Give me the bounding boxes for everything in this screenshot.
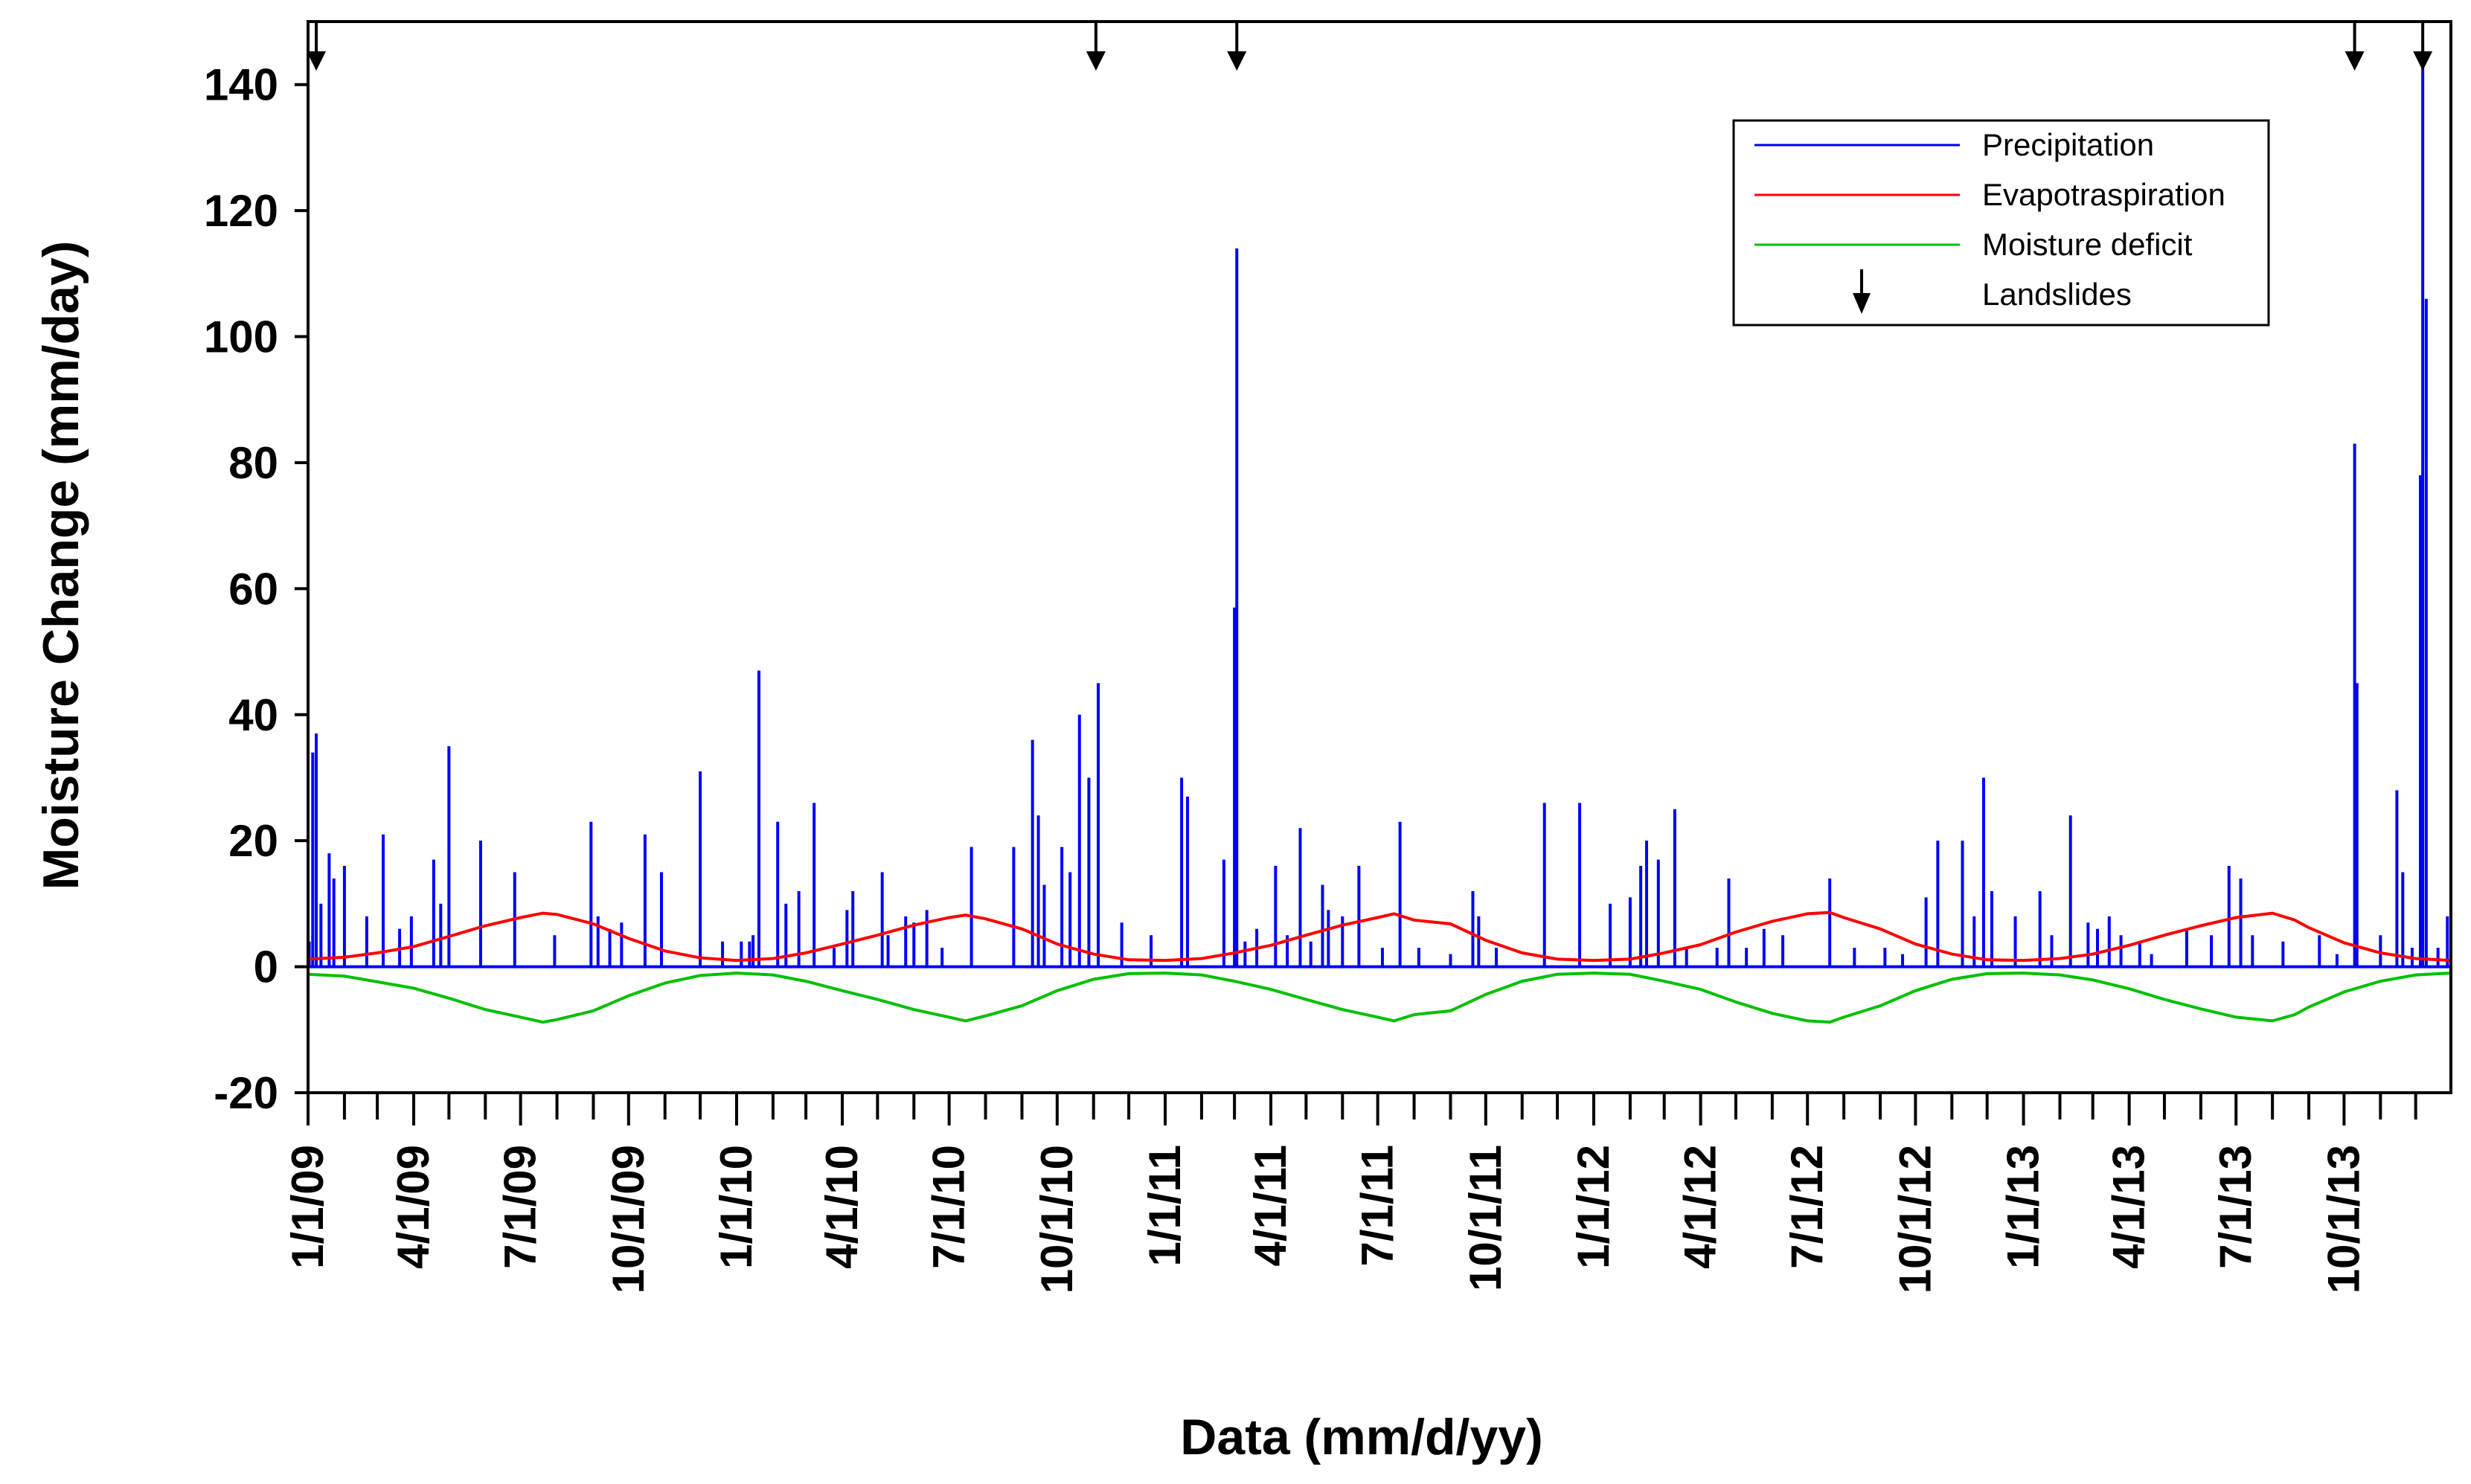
landslide-arrow-icon xyxy=(1227,22,1247,71)
legend-evapotranspiration-label: Evapotraspiration xyxy=(1982,177,2225,212)
y-tick-marks xyxy=(295,83,308,1094)
y-tick-label: -20 xyxy=(214,1068,278,1118)
legend-landslide-arrow-icon xyxy=(1853,269,1871,314)
y-tick-label: 140 xyxy=(204,60,278,110)
x-tick-labels: 1/1/09 4/1/09 7/1/09 10/1/09 1/1/10 4/1/10 7/1… xyxy=(283,1145,2368,1294)
x-tick-label: 10/1/11 xyxy=(1461,1145,1510,1291)
legend-landslides-label: Landslides xyxy=(1982,277,2132,312)
evapotraspiration-line xyxy=(307,910,2452,963)
x-tick-label: 10/1/12 xyxy=(1890,1145,1940,1294)
y-tick-label: 120 xyxy=(204,186,278,236)
landslide-arrow-icon xyxy=(2345,22,2365,71)
x-tick-label: 4/1/11 xyxy=(1246,1145,1295,1267)
y-tick-label: 40 xyxy=(228,690,278,740)
x-tick-label: 1/1/13 xyxy=(1999,1145,2048,1269)
x-tick-label: 4/1/13 xyxy=(2104,1145,2154,1269)
landslide-arrow-icon xyxy=(307,22,327,71)
x-tick-label: 10/1/10 xyxy=(1032,1145,1082,1294)
x-tick-marks xyxy=(307,1093,2417,1125)
legend-box xyxy=(1732,119,2270,327)
legend: Precipitation Evapotraspiration Moisture… xyxy=(1732,119,2270,327)
x-tick-label: 4/1/12 xyxy=(1676,1145,1725,1269)
landslide-markers xyxy=(307,22,2433,71)
y-tick-label: 80 xyxy=(228,438,278,488)
y-tick-label: 20 xyxy=(228,816,278,866)
x-tick-label: 10/1/13 xyxy=(2318,1145,2368,1294)
x-tick-label: 1/1/09 xyxy=(283,1145,333,1269)
x-axis-title: Data (mm/d/yy) xyxy=(1180,1409,1542,1465)
x-tick-label: 7/1/12 xyxy=(1782,1145,1832,1269)
x-tick-label: 7/1/10 xyxy=(924,1145,974,1269)
moisture-deficit-line xyxy=(307,971,2452,1024)
y-tick-label: 60 xyxy=(228,564,278,614)
x-tick-label: 7/1/13 xyxy=(2211,1145,2260,1269)
plot-series xyxy=(307,46,2452,1024)
x-tick-label: 7/1/09 xyxy=(496,1145,545,1269)
legend-moisture-deficit-label: Moisture deficit xyxy=(1982,227,2193,262)
x-tick-label: 10/1/09 xyxy=(603,1145,653,1294)
y-axis-title: Moisture Change (mm/day) xyxy=(33,241,89,890)
x-tick-label: 7/1/11 xyxy=(1353,1145,1403,1267)
y-tick-label: 0 xyxy=(254,942,278,992)
x-tick-label: 1/1/10 xyxy=(711,1145,761,1269)
legend-precipitation-label: Precipitation xyxy=(1982,127,2154,162)
landslide-arrow-icon xyxy=(1086,22,1106,71)
y-tick-label: 100 xyxy=(204,312,278,362)
landslide-arrow-icon xyxy=(2413,22,2433,71)
y-tick-labels: -20 0 20 40 60 80 100 120 140 xyxy=(204,60,278,1118)
x-tick-label: 4/1/10 xyxy=(817,1145,867,1269)
x-tick-label: 4/1/09 xyxy=(388,1145,438,1269)
x-tick-label: 1/1/12 xyxy=(1568,1145,1618,1269)
plot-frame xyxy=(307,20,2452,1094)
x-tick-label: 1/1/11 xyxy=(1140,1145,1190,1267)
